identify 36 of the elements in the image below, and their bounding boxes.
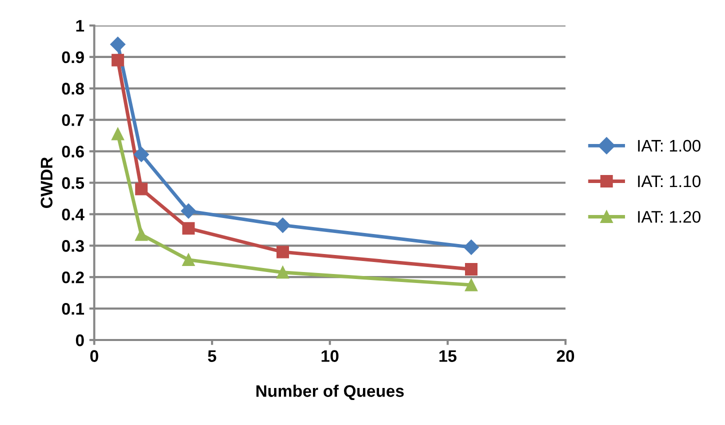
y-tick-label: 0.2 [62, 272, 84, 284]
x-axis-title: Number of Queues [256, 384, 404, 400]
y-tick-label: 1 [76, 20, 84, 32]
x-tick-label: 0 [90, 350, 98, 362]
point [135, 228, 148, 241]
point [275, 218, 290, 233]
y-tick-label: 0.6 [62, 146, 84, 158]
y-tick-label: 0.4 [62, 208, 84, 220]
point [182, 254, 195, 266]
point [180, 203, 196, 219]
y-tick-label: 0.7 [62, 114, 84, 126]
point [276, 266, 289, 279]
legend-label: IAT: 1.00 [638, 140, 700, 152]
y-tick-label: 0.9 [62, 51, 84, 64]
legend-label: IAT: 1.20 [638, 210, 700, 223]
point [112, 128, 124, 140]
point [110, 36, 126, 52]
y-tick-label: 0 [76, 334, 84, 346]
legend-label: IAT: 1.10 [638, 175, 700, 188]
point [276, 246, 289, 258]
x-tick-label: 10 [322, 350, 338, 362]
point [135, 182, 148, 196]
point [182, 222, 195, 235]
point [134, 146, 149, 162]
y-tick-label: 0.8 [62, 82, 84, 95]
y-axis-title: CWDR [40, 157, 53, 208]
x-tick-label: 15 [439, 350, 456, 362]
x-tick-label: 20 [556, 350, 574, 362]
point [465, 278, 478, 292]
y-tick-label: 0.3 [62, 240, 84, 252]
y-tick-label: 0.5 [62, 177, 84, 189]
x-tick-label: 5 [208, 350, 216, 362]
point [464, 240, 479, 255]
point [112, 54, 124, 66]
point [465, 262, 478, 276]
y-tick-label: 0.1 [62, 302, 84, 315]
